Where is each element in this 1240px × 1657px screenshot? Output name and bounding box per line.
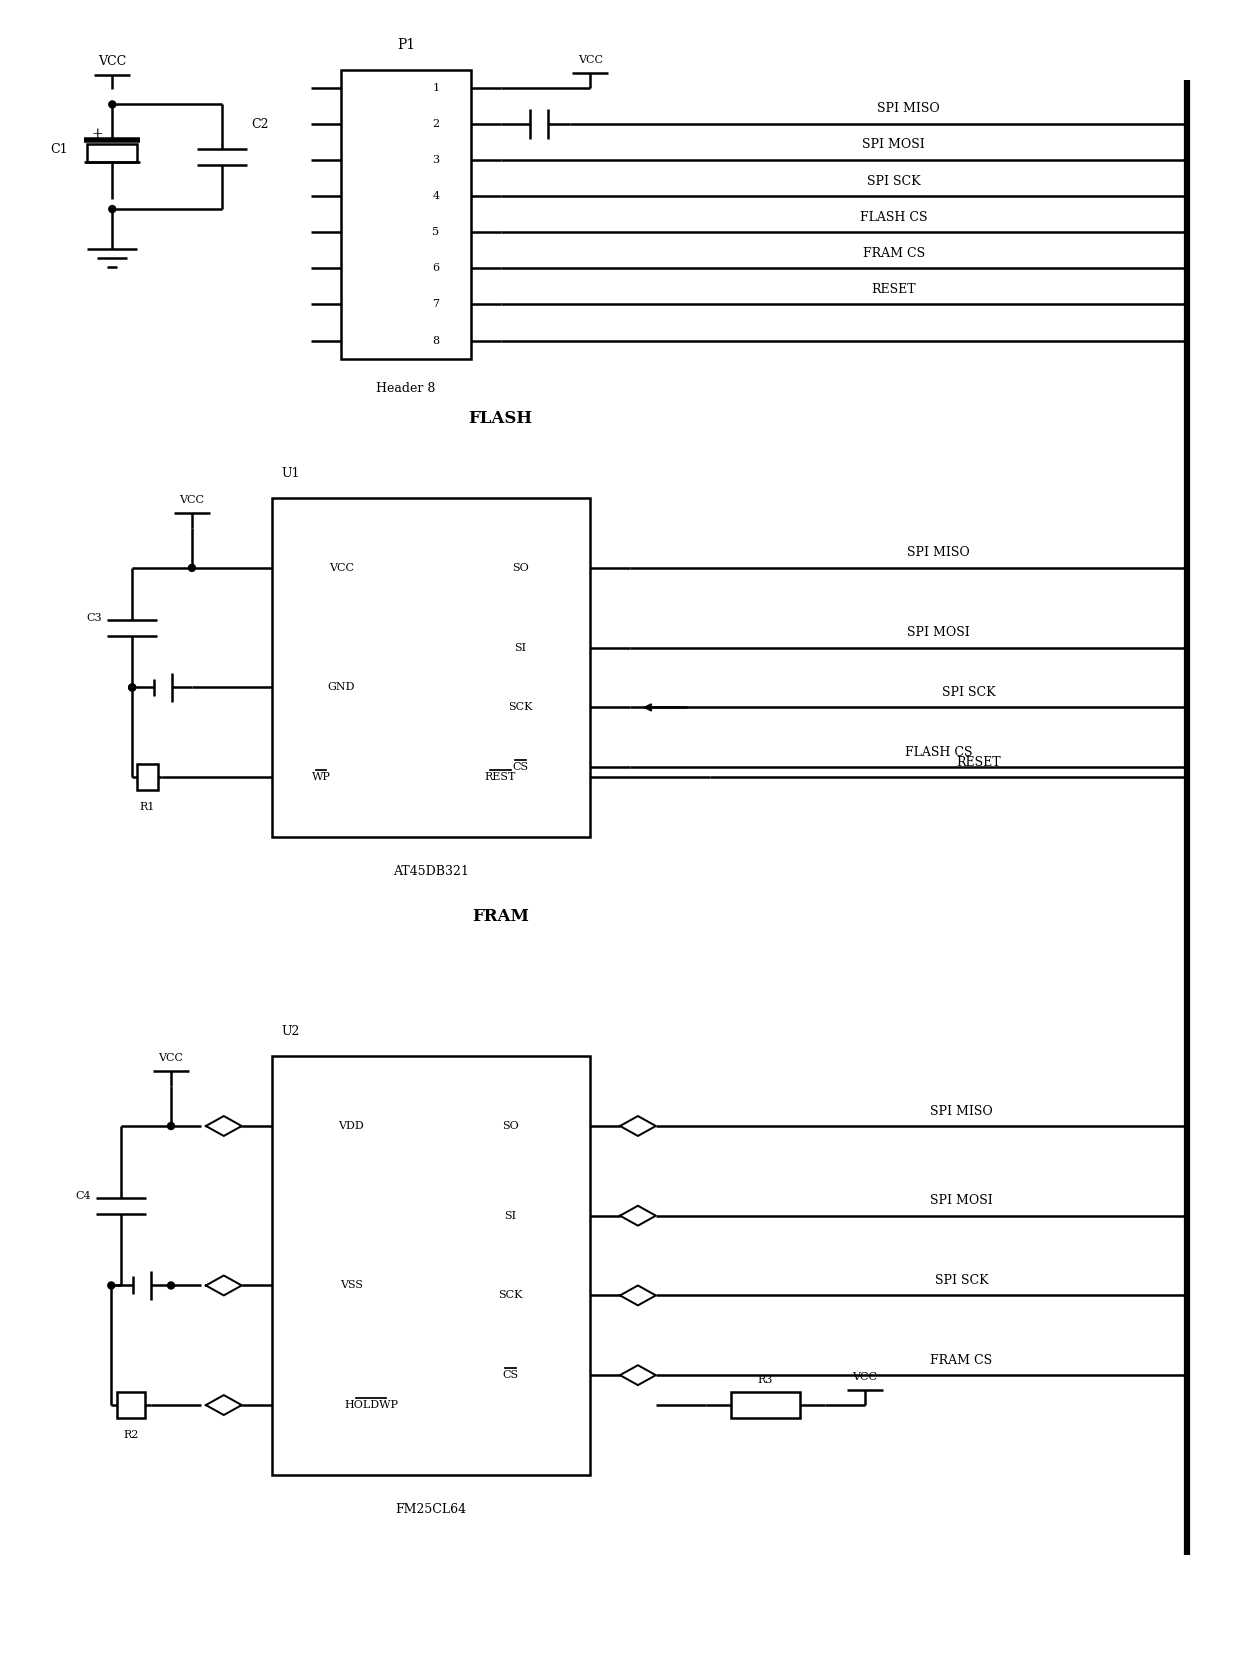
Text: FLASH: FLASH <box>469 409 533 428</box>
Text: VDD: VDD <box>339 1122 365 1132</box>
Text: GND: GND <box>327 683 355 693</box>
Text: VCC: VCC <box>98 55 126 68</box>
Text: 4: 4 <box>433 191 439 200</box>
Text: SO: SO <box>502 1122 518 1132</box>
Circle shape <box>167 1122 175 1130</box>
Circle shape <box>167 1283 175 1289</box>
Text: VCC: VCC <box>180 495 205 505</box>
Polygon shape <box>620 1286 656 1306</box>
Text: SI: SI <box>505 1211 517 1221</box>
Text: FLASH CS: FLASH CS <box>861 210 928 224</box>
Bar <box>730 1392 800 1418</box>
Bar <box>272 499 590 837</box>
Text: P1: P1 <box>397 38 415 51</box>
Polygon shape <box>206 1395 242 1415</box>
Text: SPI MISO: SPI MISO <box>908 547 970 560</box>
Circle shape <box>109 205 115 212</box>
Text: AT45DB321: AT45DB321 <box>393 865 469 878</box>
Text: FRAM CS: FRAM CS <box>863 247 925 260</box>
Text: C4: C4 <box>76 1191 92 1201</box>
Text: 8: 8 <box>433 335 439 346</box>
Text: SPI MISO: SPI MISO <box>878 103 940 116</box>
Text: VCC: VCC <box>852 1372 878 1382</box>
Text: VCC: VCC <box>329 563 353 573</box>
Text: C2: C2 <box>252 118 269 131</box>
Text: CS: CS <box>512 762 528 772</box>
Bar <box>136 764 157 790</box>
Polygon shape <box>206 1276 242 1296</box>
Polygon shape <box>620 1117 656 1137</box>
Text: VCC: VCC <box>159 1054 184 1064</box>
Text: VSS: VSS <box>340 1281 363 1291</box>
Text: FRAM CS: FRAM CS <box>930 1354 992 1367</box>
Text: SPI MOSI: SPI MOSI <box>862 139 925 151</box>
Text: VCC: VCC <box>578 55 603 65</box>
Text: Header 8: Header 8 <box>376 383 435 394</box>
Text: 5: 5 <box>433 227 439 237</box>
Text: R3: R3 <box>758 1375 773 1385</box>
Polygon shape <box>620 1365 656 1385</box>
Text: R1: R1 <box>139 802 155 812</box>
Circle shape <box>109 101 115 108</box>
Text: SPI SCK: SPI SCK <box>941 686 996 699</box>
Circle shape <box>188 565 196 572</box>
Text: SPI MISO: SPI MISO <box>930 1105 993 1117</box>
Bar <box>341 70 471 358</box>
Circle shape <box>129 684 135 691</box>
Text: REST: REST <box>485 772 516 782</box>
Text: 6: 6 <box>433 263 439 273</box>
Text: SPI SCK: SPI SCK <box>935 1274 988 1287</box>
Text: SPI MOSI: SPI MOSI <box>930 1195 993 1208</box>
Text: 3: 3 <box>433 154 439 166</box>
Text: WP: WP <box>312 772 331 782</box>
Text: R2: R2 <box>124 1430 139 1440</box>
Text: SI: SI <box>515 643 527 653</box>
Text: C1: C1 <box>50 143 67 156</box>
Text: SPI SCK: SPI SCK <box>867 174 920 187</box>
Text: SCK: SCK <box>498 1291 523 1301</box>
Text: U2: U2 <box>281 1024 300 1037</box>
Text: U1: U1 <box>281 467 300 479</box>
Polygon shape <box>206 1117 242 1137</box>
Circle shape <box>108 1283 115 1289</box>
Text: 1: 1 <box>433 83 439 93</box>
Circle shape <box>129 684 135 691</box>
Text: RESET: RESET <box>872 283 916 297</box>
Text: +: + <box>92 128 103 141</box>
Bar <box>118 1392 145 1418</box>
Text: CS: CS <box>502 1370 518 1380</box>
Text: 2: 2 <box>433 119 439 129</box>
Text: FM25CL64: FM25CL64 <box>396 1503 466 1516</box>
Text: RESET: RESET <box>956 756 1001 769</box>
Text: FRAM: FRAM <box>472 908 529 925</box>
Text: HOLDWP: HOLDWP <box>345 1400 398 1410</box>
Text: SCK: SCK <box>508 703 533 713</box>
Text: SPI MOSI: SPI MOSI <box>908 626 970 640</box>
Text: 7: 7 <box>433 300 439 310</box>
Text: SO: SO <box>512 563 528 573</box>
Text: C3: C3 <box>87 613 103 623</box>
Polygon shape <box>620 1206 656 1226</box>
Bar <box>87 144 138 162</box>
Bar <box>272 1056 590 1475</box>
Text: FLASH CS: FLASH CS <box>905 746 972 759</box>
